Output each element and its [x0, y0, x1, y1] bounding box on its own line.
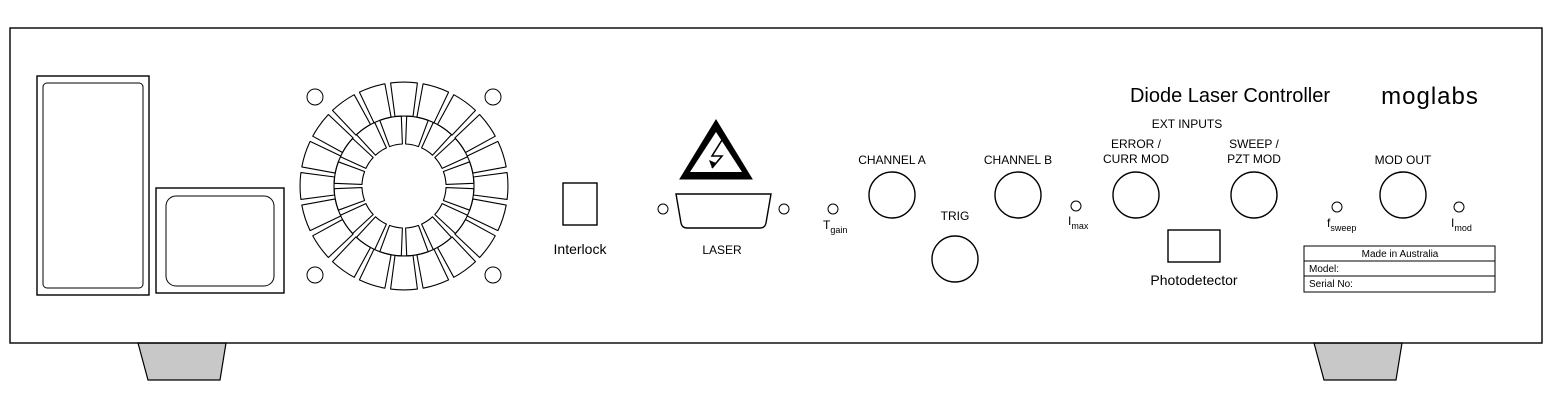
- fan-grille-slot: [405, 224, 429, 257]
- fan-grille-icon: [299, 81, 509, 291]
- high-voltage-warning-icon: [679, 119, 753, 180]
- interlock-label: Interlock: [554, 241, 608, 257]
- fan-grille-slot: [466, 140, 507, 174]
- fan-grille-slot: [416, 83, 450, 124]
- fan-grille-slot: [442, 187, 475, 211]
- fan-grille-slot: [434, 137, 469, 169]
- tgain-label: Tgain: [823, 218, 847, 235]
- fan-grille-slot: [331, 236, 372, 278]
- fan-grille-slot: [358, 248, 392, 289]
- photodetector-connector[interactable]: [1167, 229, 1221, 263]
- fsweep-trimpot[interactable]: [1331, 201, 1343, 213]
- fan-grille-slot: [454, 113, 496, 154]
- mod-out-bnc[interactable]: [1379, 171, 1427, 219]
- tgain-trimpot[interactable]: [827, 203, 839, 215]
- nameplate: Made in Australia Model: Serial No:: [1303, 245, 1496, 293]
- fan-grille-slot: [466, 198, 507, 232]
- panel-frame: [9, 27, 1543, 344]
- fan-screw-hole: [484, 266, 502, 284]
- error-curr-mod-bnc[interactable]: [1112, 171, 1160, 219]
- fan-grille-slot: [421, 216, 453, 251]
- fan-grille-slot: [301, 140, 342, 174]
- nameplate-model-label: Model:: [1309, 264, 1339, 275]
- imax-label: Imax: [1068, 214, 1089, 231]
- imax-trimpot[interactable]: [1070, 200, 1082, 212]
- sweep-pzt-mod-bnc[interactable]: [1230, 171, 1278, 219]
- trig-bnc[interactable]: [931, 235, 979, 283]
- fan-grille-slot: [355, 121, 387, 156]
- fan-grille-slot: [454, 218, 496, 259]
- interlock-connector[interactable]: [562, 182, 598, 226]
- fan-grille-slot: [442, 161, 475, 185]
- fan-grille-slot: [434, 203, 469, 235]
- imod-trimpot[interactable]: [1453, 201, 1465, 213]
- fan-grille-slot: [339, 203, 374, 235]
- laser-dsub-connector[interactable]: [657, 193, 790, 229]
- fan-grille-slot: [436, 236, 477, 278]
- fan-screw-hole: [306, 88, 324, 106]
- fan-grille-slot: [299, 172, 336, 200]
- nameplate-origin: Made in Australia: [1362, 249, 1439, 260]
- fan-grille-slot: [333, 161, 366, 185]
- trig-label: TRIG: [941, 209, 970, 223]
- fan-grille-slot: [416, 248, 450, 289]
- fan-grille-slot: [390, 81, 418, 118]
- fan-grille-slot: [405, 115, 429, 148]
- fsweep-label: fsweep: [1327, 216, 1356, 233]
- channel-a-label: CHANNEL A: [858, 153, 926, 167]
- nameplate-serial-label: Serial No:: [1309, 279, 1353, 290]
- fan-grille-slot: [355, 216, 387, 251]
- fan-grille-slot: [358, 83, 392, 124]
- error-label-line2: CURR MOD: [1103, 152, 1169, 166]
- fan-grille-slot: [339, 137, 374, 169]
- fan-grille-slot: [421, 121, 453, 156]
- dsub-screw: [657, 203, 669, 215]
- ext-inputs-label: EXT INPUTS: [1152, 117, 1222, 131]
- mod-out-label: MOD OUT: [1375, 153, 1432, 167]
- fan-screw-hole: [484, 88, 502, 106]
- fan-grille-slot: [333, 187, 366, 211]
- imod-label: Imod: [1451, 216, 1472, 233]
- error-label-line1: ERROR /: [1111, 137, 1162, 151]
- fan-grille-slot: [312, 218, 354, 259]
- brand-logo: moglabs: [1381, 83, 1479, 110]
- fan-grille-slot: [301, 198, 342, 232]
- sweep-label-line1: SWEEP /: [1229, 137, 1279, 151]
- power-switch-module[interactable]: [155, 187, 285, 294]
- channel-a-bnc[interactable]: [868, 171, 916, 219]
- channel-b-bnc[interactable]: [994, 171, 1042, 219]
- fan-grille-slot: [472, 172, 509, 200]
- fan-grille-slot: [379, 115, 403, 148]
- sweep-label-line2: PZT MOD: [1227, 152, 1281, 166]
- fan-grille-slot: [390, 254, 418, 291]
- laser-label: LASER: [702, 243, 742, 257]
- right-foot: [1313, 342, 1403, 381]
- fan-screw-hole: [306, 266, 324, 284]
- power-entry-module: [36, 75, 150, 296]
- photodetector-label: Photodetector: [1150, 272, 1238, 288]
- channel-b-label: CHANNEL B: [984, 153, 1052, 167]
- left-foot: [137, 342, 227, 381]
- fan-grille-slot: [379, 224, 403, 257]
- dsub-screw: [778, 203, 790, 215]
- fan-grille-slot: [436, 94, 477, 136]
- panel-title: Diode Laser Controller: [1130, 85, 1330, 107]
- fan-grille-slot: [312, 113, 354, 154]
- fan-grille-slot: [331, 94, 372, 136]
